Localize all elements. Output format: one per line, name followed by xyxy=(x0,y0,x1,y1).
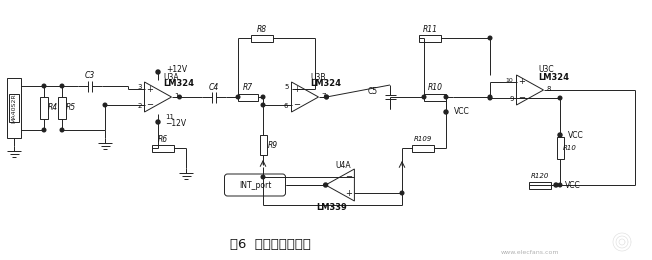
Circle shape xyxy=(156,120,160,124)
Text: +: + xyxy=(518,77,525,87)
Circle shape xyxy=(42,128,46,132)
Text: +: + xyxy=(146,84,153,94)
Text: 图6  超声波接收电路: 图6 超声波接收电路 xyxy=(230,238,310,251)
Text: VCC: VCC xyxy=(454,107,469,116)
Text: R5: R5 xyxy=(66,103,76,113)
Circle shape xyxy=(60,128,64,132)
Circle shape xyxy=(558,96,562,100)
Text: LM324: LM324 xyxy=(163,80,194,88)
Text: −12V: −12V xyxy=(165,120,186,128)
Text: 3: 3 xyxy=(137,84,141,90)
Text: VCC: VCC xyxy=(568,131,584,140)
Text: U3B: U3B xyxy=(310,73,325,81)
Text: R6: R6 xyxy=(158,134,168,144)
Circle shape xyxy=(103,103,107,107)
Text: LM324: LM324 xyxy=(310,80,341,88)
Text: C5: C5 xyxy=(368,88,378,96)
Text: 10: 10 xyxy=(506,77,514,82)
Text: −: − xyxy=(146,101,153,109)
Text: MA40S2R: MA40S2R xyxy=(12,93,16,123)
Text: +: + xyxy=(345,188,352,198)
Text: R8: R8 xyxy=(257,24,267,34)
Text: R10: R10 xyxy=(563,145,577,151)
Circle shape xyxy=(42,84,46,88)
Text: 6: 6 xyxy=(284,103,288,109)
Text: 1: 1 xyxy=(175,93,179,99)
Text: 8: 8 xyxy=(546,86,551,92)
Bar xyxy=(238,94,258,101)
Text: www.elecfans.com: www.elecfans.com xyxy=(501,250,559,255)
Bar xyxy=(58,97,66,119)
Text: U3C: U3C xyxy=(538,66,554,75)
Text: U3A: U3A xyxy=(163,73,179,81)
Circle shape xyxy=(558,183,562,187)
Circle shape xyxy=(323,183,327,187)
Text: C4: C4 xyxy=(209,82,219,92)
Text: +12V: +12V xyxy=(166,66,187,75)
Text: −: − xyxy=(518,94,525,102)
Text: VCC: VCC xyxy=(565,180,581,190)
Text: −: − xyxy=(345,172,352,181)
Circle shape xyxy=(400,191,404,195)
Bar xyxy=(412,145,434,152)
Bar xyxy=(529,181,551,188)
Circle shape xyxy=(422,95,426,99)
Text: INT_port: INT_port xyxy=(239,180,271,190)
Text: R109: R109 xyxy=(414,136,432,142)
Text: R4: R4 xyxy=(48,103,58,113)
Text: 2: 2 xyxy=(137,103,141,109)
Circle shape xyxy=(60,84,64,88)
Text: +: + xyxy=(293,84,300,94)
Circle shape xyxy=(558,133,562,137)
Bar xyxy=(259,135,267,155)
Bar xyxy=(419,35,441,42)
Circle shape xyxy=(554,183,558,187)
Text: C3: C3 xyxy=(85,72,95,81)
Circle shape xyxy=(156,70,160,74)
Bar xyxy=(424,94,446,101)
Bar xyxy=(40,97,48,119)
Text: 5: 5 xyxy=(284,84,288,90)
Text: R9: R9 xyxy=(268,140,278,150)
Text: 7: 7 xyxy=(321,93,326,99)
Bar xyxy=(7,78,21,138)
Circle shape xyxy=(444,110,448,114)
Text: R7: R7 xyxy=(243,83,253,93)
Circle shape xyxy=(261,175,265,179)
Circle shape xyxy=(325,95,329,99)
Text: R11: R11 xyxy=(422,24,437,34)
Text: 9: 9 xyxy=(509,96,514,102)
Circle shape xyxy=(236,95,240,99)
Circle shape xyxy=(261,103,265,107)
Text: LM339: LM339 xyxy=(317,203,348,211)
Bar xyxy=(9,94,19,122)
Text: U4A: U4A xyxy=(335,160,351,170)
Circle shape xyxy=(261,95,265,99)
Circle shape xyxy=(488,95,492,99)
Circle shape xyxy=(488,96,492,100)
Text: 11: 11 xyxy=(165,114,174,120)
Text: R10: R10 xyxy=(428,83,443,93)
Text: R120: R120 xyxy=(531,173,549,179)
Bar xyxy=(152,145,174,152)
Bar xyxy=(251,35,273,42)
Bar xyxy=(557,137,563,159)
Text: LM324: LM324 xyxy=(538,73,569,81)
Circle shape xyxy=(488,36,492,40)
Circle shape xyxy=(325,95,329,99)
Circle shape xyxy=(178,95,181,99)
Circle shape xyxy=(444,95,448,99)
Text: −: − xyxy=(293,101,300,109)
